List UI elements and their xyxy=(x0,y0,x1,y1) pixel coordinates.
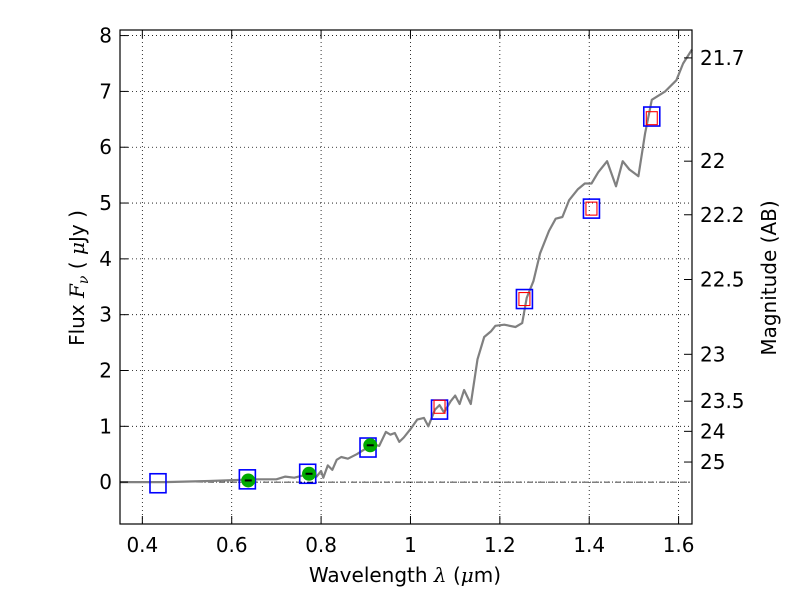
y2-tick-label: 24 xyxy=(700,419,725,443)
y2-tick-label: 23.5 xyxy=(700,389,745,413)
x-axis-title: Wavelength λ (μm) xyxy=(309,563,501,587)
x-tick-label: 1.4 xyxy=(573,533,605,557)
y-tick-label: 7 xyxy=(99,79,112,103)
x-tick-label: 1.6 xyxy=(663,533,695,557)
axis-ticks xyxy=(120,30,692,524)
model-square-marker xyxy=(585,201,598,216)
y-tick-label: 8 xyxy=(99,24,112,48)
y-axis-title: Flux Fν ( μJy ) xyxy=(65,210,92,346)
x-tick-label: 0.6 xyxy=(216,533,248,557)
model-square-marker xyxy=(645,111,658,126)
y-tick-label: 6 xyxy=(99,135,112,159)
y2-tick-label: 22.2 xyxy=(700,203,745,227)
photometry-box-marker xyxy=(515,288,534,310)
plot-frame xyxy=(119,29,693,525)
y2-tick-label: 22.5 xyxy=(700,268,745,292)
grid-lines xyxy=(120,30,692,524)
y2-axis-title: Magnitude (AB) xyxy=(757,200,781,355)
model-square-marker xyxy=(518,291,531,307)
model-square-marker xyxy=(433,399,446,414)
spectrum-series xyxy=(120,48,693,484)
tick-labels: 0.4 0.6 0.8 1 1.2 1.4 1.601234567821.72222.222… xyxy=(99,24,744,557)
y-tick-label: 4 xyxy=(99,247,112,271)
x-tick-label: 1 xyxy=(404,533,417,557)
photometry-box-marker xyxy=(582,198,601,219)
y2-tick-label: 23 xyxy=(700,342,725,366)
photometry-box-marker xyxy=(642,106,661,127)
y2-tick-label: 21.7 xyxy=(700,46,745,70)
y2-tick-label: 25 xyxy=(700,450,725,474)
x-tick-label: 1.2 xyxy=(484,533,516,557)
y-tick-label: 2 xyxy=(99,358,112,382)
y-tick-label: 3 xyxy=(99,303,112,327)
x-tick-label: 0.8 xyxy=(305,533,337,557)
y-tick-label: 5 xyxy=(99,191,112,215)
photometry-markers xyxy=(149,106,661,494)
y-tick-label: 1 xyxy=(99,414,112,438)
photometry-box-marker xyxy=(238,469,257,490)
y2-tick-label: 22 xyxy=(700,149,725,173)
y-tick-label: 0 xyxy=(99,470,112,494)
x-tick-label: 0.4 xyxy=(126,533,158,557)
photometry-box-marker xyxy=(149,472,167,494)
spectrum-line xyxy=(120,48,693,484)
